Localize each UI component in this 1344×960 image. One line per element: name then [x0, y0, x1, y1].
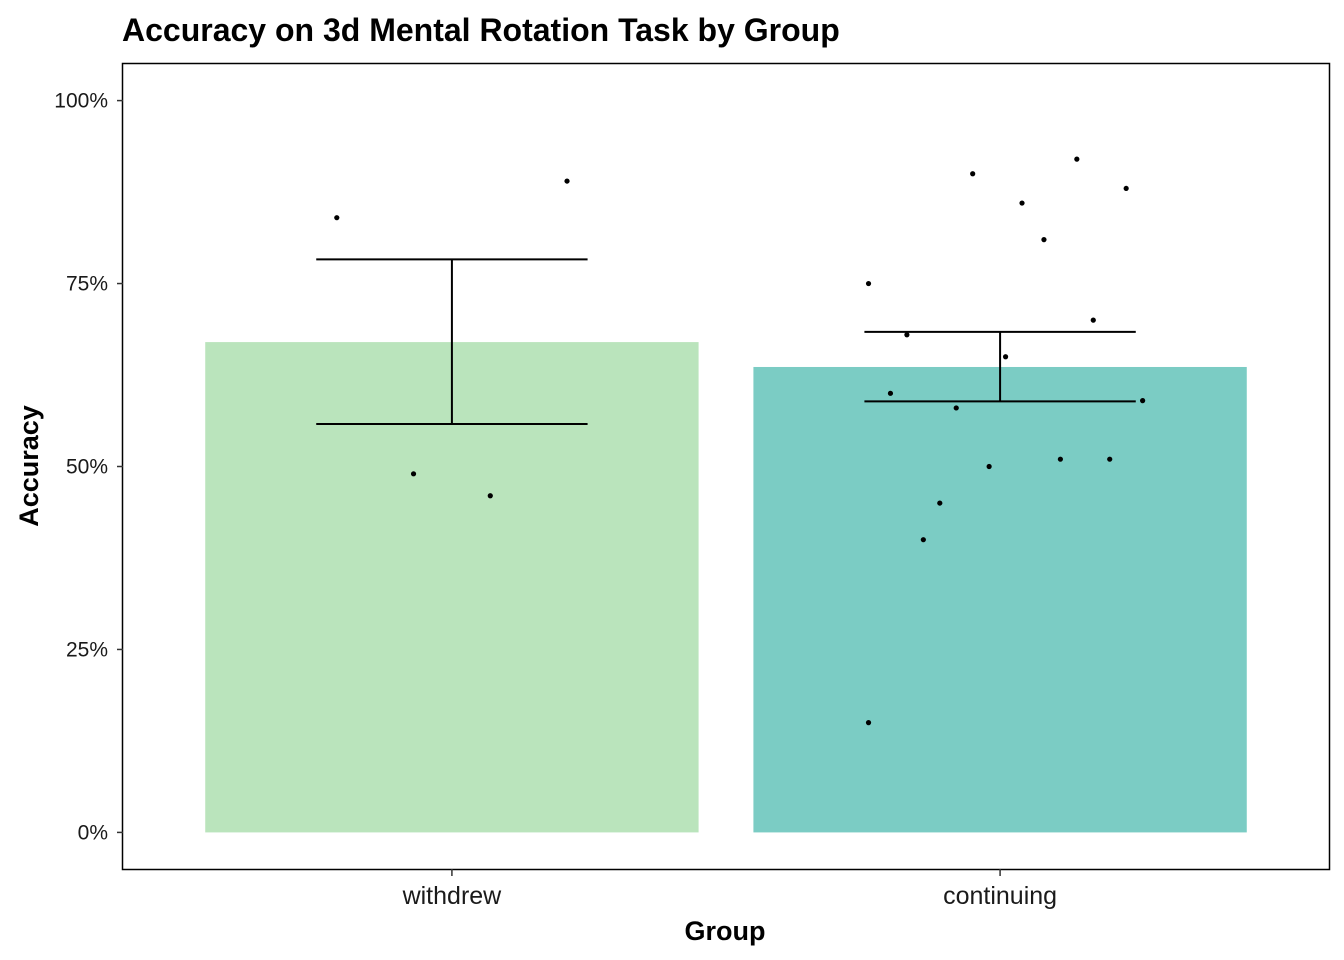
data-point: [487, 493, 493, 499]
data-point: [865, 280, 872, 287]
data-point: [1041, 237, 1047, 243]
data-point: [1002, 354, 1009, 360]
y-tick-label: 25%: [66, 638, 108, 661]
data-point: [410, 471, 417, 477]
data-point: [887, 390, 894, 396]
data-point: [904, 332, 910, 338]
data-point: [334, 215, 340, 221]
y-tick-label: 50%: [66, 456, 108, 479]
data-point: [970, 171, 976, 177]
data-point: [920, 537, 926, 543]
y-tick-label: 0%: [78, 821, 108, 844]
x-tick-label-continuing: continuing: [943, 882, 1057, 910]
y-tick-label: 100%: [54, 90, 108, 113]
y-tick-label: 75%: [66, 273, 108, 296]
data-point: [1057, 456, 1063, 462]
bars-layer: [205, 342, 1247, 833]
y-axis: 0% 25% 50% 75% 100%: [54, 90, 123, 844]
chart-title: Accuracy on 3d Mental Rotation Task by G…: [122, 12, 840, 48]
bar-continuing: [753, 366, 1247, 833]
data-point: [986, 463, 992, 470]
data-point: [953, 405, 959, 411]
data-point: [1140, 398, 1146, 404]
data-point: [1074, 156, 1080, 162]
points-layer: [334, 156, 1146, 726]
data-point: [937, 500, 943, 506]
data-point: [1123, 185, 1129, 192]
x-axis-title: Group: [685, 916, 766, 946]
data-point: [1107, 456, 1113, 462]
data-point: [1090, 317, 1096, 323]
error-bars-layer: [316, 258, 1136, 426]
data-point: [564, 178, 570, 184]
x-axis: withdrew continuing: [402, 869, 1057, 910]
x-tick-label-withdrew: withdrew: [402, 882, 503, 910]
data-point: [865, 720, 872, 726]
y-axis-title: Accuracy: [14, 405, 44, 527]
data-point: [1019, 200, 1025, 206]
